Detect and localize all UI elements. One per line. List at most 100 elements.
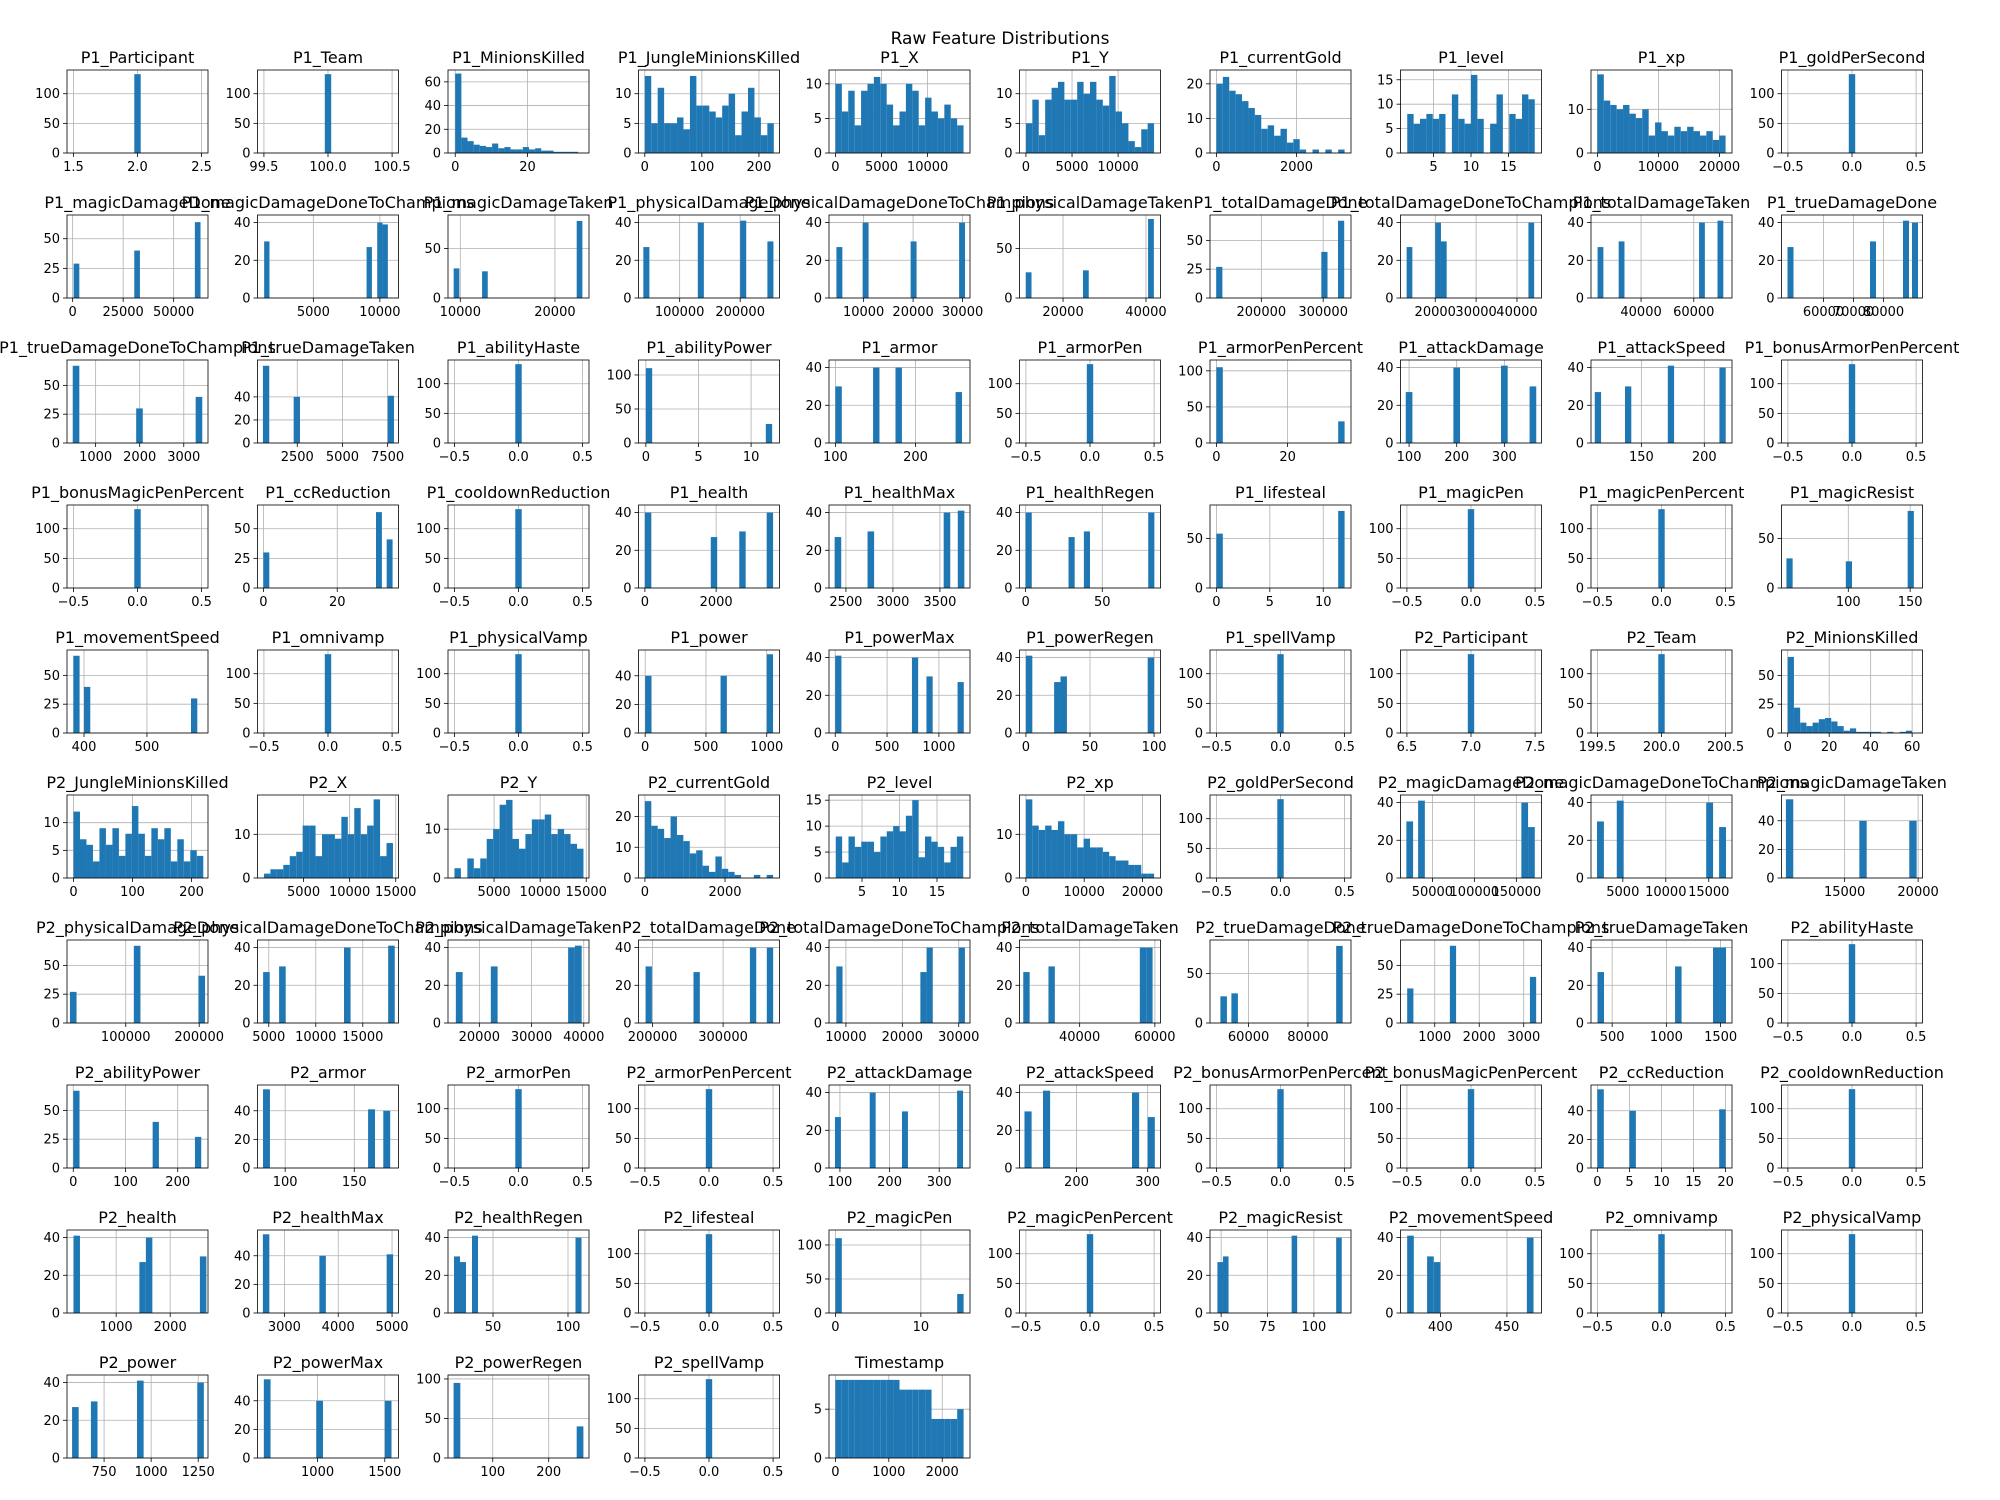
subplot-panel: 1000 2000 0 20 40 P2_health bbox=[43, 1208, 209, 1335]
x-tick-label: 0.0 bbox=[1842, 450, 1863, 465]
histogram-bar bbox=[1148, 512, 1155, 588]
subplot-title: P1_trueDamageTaken bbox=[241, 338, 415, 358]
x-tick-label: 1000 bbox=[750, 740, 783, 755]
histogram-bar bbox=[134, 250, 140, 298]
histogram-bar bbox=[950, 118, 958, 153]
histogram-bar bbox=[1043, 1090, 1051, 1168]
histogram-bar bbox=[1529, 976, 1537, 1023]
y-tick-label: 50 bbox=[805, 1272, 822, 1287]
y-tick-label: 0 bbox=[1766, 872, 1774, 887]
y-tick-label: 0 bbox=[1385, 1017, 1393, 1032]
x-tick-label: 10000 bbox=[519, 885, 560, 900]
histogram-bar bbox=[1674, 126, 1681, 153]
histogram-bar bbox=[461, 137, 468, 153]
y-tick-label: 0 bbox=[1385, 1162, 1393, 1177]
histogram-bar bbox=[498, 148, 505, 153]
histogram-bar bbox=[676, 834, 684, 878]
y-tick-label: 0 bbox=[814, 1452, 822, 1467]
histogram-bar bbox=[937, 1418, 945, 1458]
axes-frame bbox=[447, 1229, 590, 1314]
y-tick-label: 20 bbox=[1567, 399, 1584, 414]
y-tick-label: 100 bbox=[416, 1102, 441, 1117]
y-tick-label: 50 bbox=[1567, 697, 1584, 712]
y-tick-label: 0 bbox=[52, 437, 60, 452]
x-tick-label: 200000 bbox=[628, 1030, 678, 1045]
x-tick-label: −0.5 bbox=[1391, 595, 1423, 610]
histogram-bar bbox=[834, 537, 842, 588]
subplot-title: P1_abilityPower bbox=[646, 338, 772, 358]
x-tick-label: 0.5 bbox=[572, 450, 593, 465]
x-tick-label: 2000 bbox=[154, 1320, 187, 1335]
x-tick-label: 150 bbox=[342, 1175, 367, 1190]
histogram-bar bbox=[1439, 113, 1446, 153]
x-tick-label: 10000 bbox=[1097, 160, 1138, 175]
x-tick-label: −0.5 bbox=[248, 740, 280, 755]
y-tick-label: 20 bbox=[1567, 834, 1584, 849]
axes-frame bbox=[1781, 504, 1923, 589]
subplot-title: P2_physicalDamageTaken bbox=[415, 918, 622, 938]
subplot-title: P2_spellVamp bbox=[654, 1353, 764, 1373]
histogram-bar bbox=[551, 834, 558, 878]
y-tick-label: 50 bbox=[1186, 234, 1203, 249]
subplot-title: P1_magicDamageTaken bbox=[424, 193, 614, 213]
subplot-title: P2_healthRegen bbox=[454, 1208, 583, 1228]
x-tick-label: 0.5 bbox=[1906, 1175, 1927, 1190]
histogram-bar bbox=[1787, 656, 1794, 733]
x-tick-label: 50 bbox=[1094, 595, 1111, 610]
histogram-bar bbox=[134, 509, 141, 588]
histogram-bar bbox=[1109, 75, 1116, 153]
y-tick-label: 0 bbox=[433, 872, 441, 887]
histogram-bar bbox=[553, 151, 560, 153]
histogram-bar bbox=[1521, 802, 1529, 878]
histogram-bar bbox=[1222, 76, 1230, 153]
histogram-bar bbox=[722, 105, 729, 153]
histogram-bar bbox=[83, 686, 91, 733]
subplot-panel: 5000 10000 15000 0 10 P2_Y bbox=[424, 773, 606, 900]
subplot-panel: 0 20 0 20 40 60 P1_MinionsKilled bbox=[424, 48, 590, 175]
y-tick-label: 50 bbox=[1377, 552, 1394, 567]
x-tick-label: −0.5 bbox=[439, 450, 471, 465]
x-tick-label: 5000 bbox=[326, 450, 359, 465]
y-tick-label: 0 bbox=[814, 1162, 822, 1177]
subplot-panel: 0 5 10 15 20 0 20 40 P2_ccReduction bbox=[1567, 1063, 1733, 1190]
y-tick-label: 20 bbox=[1758, 843, 1775, 858]
histogram-bar bbox=[547, 150, 554, 153]
histogram-bar bbox=[910, 241, 917, 298]
y-tick-label: 0 bbox=[1004, 1307, 1012, 1322]
histogram-bar bbox=[145, 1237, 153, 1313]
subplot-panel: −0.5 0.0 0.5 0 50 100 P2_cooldownReduction bbox=[1750, 1063, 1944, 1190]
histogram-bar bbox=[1848, 944, 1856, 1023]
y-tick-label: 50 bbox=[43, 232, 60, 247]
subplot-title: P2_goldPerSecond bbox=[1207, 773, 1354, 793]
y-tick-label: 100 bbox=[988, 377, 1013, 392]
histogram-bar bbox=[1806, 726, 1813, 733]
x-tick-label: 3500 bbox=[923, 595, 956, 610]
y-tick-label: 0 bbox=[1004, 1017, 1012, 1032]
x-tick-label: 0.0 bbox=[127, 595, 148, 610]
x-tick-label: 0.0 bbox=[699, 1465, 720, 1480]
histogram-bar bbox=[1719, 367, 1726, 443]
subplot-title: P1_totalDamageTaken bbox=[1573, 193, 1751, 213]
y-tick-label: 60 bbox=[424, 75, 441, 90]
histogram-bar bbox=[1719, 135, 1726, 153]
histogram-bar bbox=[1070, 834, 1078, 878]
x-tick-label: 0 bbox=[1212, 595, 1220, 610]
y-tick-label: 0 bbox=[814, 582, 822, 597]
histogram-bar bbox=[86, 844, 93, 878]
axes-frame bbox=[1209, 359, 1352, 444]
y-tick-label: 0 bbox=[623, 147, 631, 162]
histogram-bar bbox=[958, 947, 965, 1023]
histogram-bar bbox=[835, 1379, 842, 1458]
y-tick-label: 0 bbox=[1576, 727, 1584, 742]
x-tick-label: 0.0 bbox=[1270, 885, 1291, 900]
histogram-bar bbox=[754, 117, 761, 153]
x-tick-label: 80000 bbox=[1863, 305, 1904, 320]
histogram-bar bbox=[715, 117, 723, 153]
histogram-bar bbox=[873, 367, 880, 443]
histogram-bar bbox=[565, 151, 573, 153]
histogram-bar bbox=[1909, 820, 1917, 878]
subplot-panel: 99.5 100.0 100.5 0 50 100 P1_Team bbox=[226, 48, 411, 175]
histogram-bar bbox=[367, 825, 374, 878]
x-tick-label: 0.0 bbox=[699, 1320, 720, 1335]
